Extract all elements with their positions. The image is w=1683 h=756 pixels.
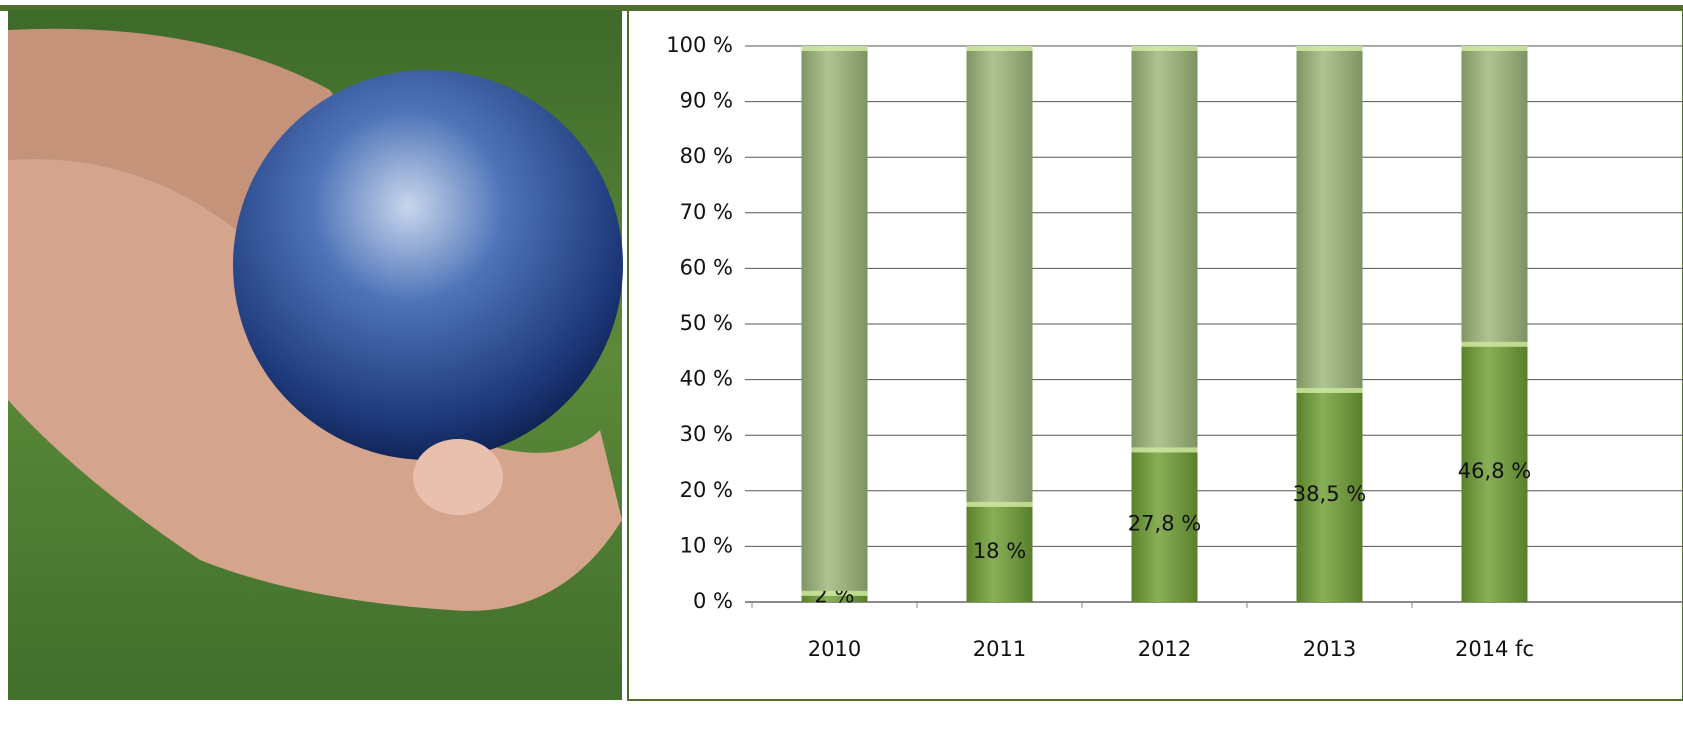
bar-shine — [1296, 387, 1363, 602]
bar-shine — [801, 590, 868, 602]
y-tick-label: 100 % — [666, 33, 733, 57]
bar-cap — [966, 46, 1033, 51]
y-tick-label: 10 % — [680, 533, 733, 557]
bar-cap — [1131, 447, 1198, 453]
y-tick-label: 50 % — [680, 311, 733, 335]
bar-cap — [801, 46, 868, 51]
bar-cap — [1131, 46, 1198, 51]
y-tick-label: 90 % — [680, 89, 733, 113]
y-tick-label: 40 % — [680, 367, 733, 391]
y-tick-label: 20 % — [680, 478, 733, 502]
bar-shine — [801, 46, 868, 591]
x-tick-label: 2012 — [1138, 637, 1191, 661]
y-tick-label: 0 % — [693, 589, 733, 613]
bar-shine — [966, 501, 1033, 602]
x-tick-label: 2011 — [973, 637, 1026, 661]
x-tick-label: 2014 fc — [1455, 637, 1534, 661]
bar-shine — [1131, 46, 1198, 448]
bar-cap — [966, 501, 1033, 507]
bar-cap — [1296, 387, 1363, 393]
bar-shine — [1296, 46, 1363, 388]
value-label: 38,5 % — [1293, 482, 1366, 506]
y-tick-label: 80 % — [680, 144, 733, 168]
bar-cap — [1461, 46, 1528, 51]
top-border — [0, 5, 1683, 11]
y-tick-label: 60 % — [680, 255, 733, 279]
bar-shine — [1461, 46, 1528, 342]
bar-shine — [966, 46, 1033, 502]
photo — [8, 10, 623, 700]
value-label: 46,8 % — [1458, 459, 1531, 483]
bar-shine — [1461, 341, 1528, 602]
x-tick-label: 2013 — [1303, 637, 1356, 661]
bar-shine — [1131, 447, 1198, 602]
bar-cap — [1296, 46, 1363, 51]
value-label: 18 % — [973, 539, 1026, 563]
y-tick-label: 30 % — [680, 422, 733, 446]
bar-cap — [801, 590, 868, 596]
y-tick-label: 70 % — [680, 200, 733, 224]
x-tick-label: 2010 — [808, 637, 861, 661]
value-label: 27,8 % — [1128, 512, 1201, 536]
bar-cap — [1461, 341, 1528, 347]
